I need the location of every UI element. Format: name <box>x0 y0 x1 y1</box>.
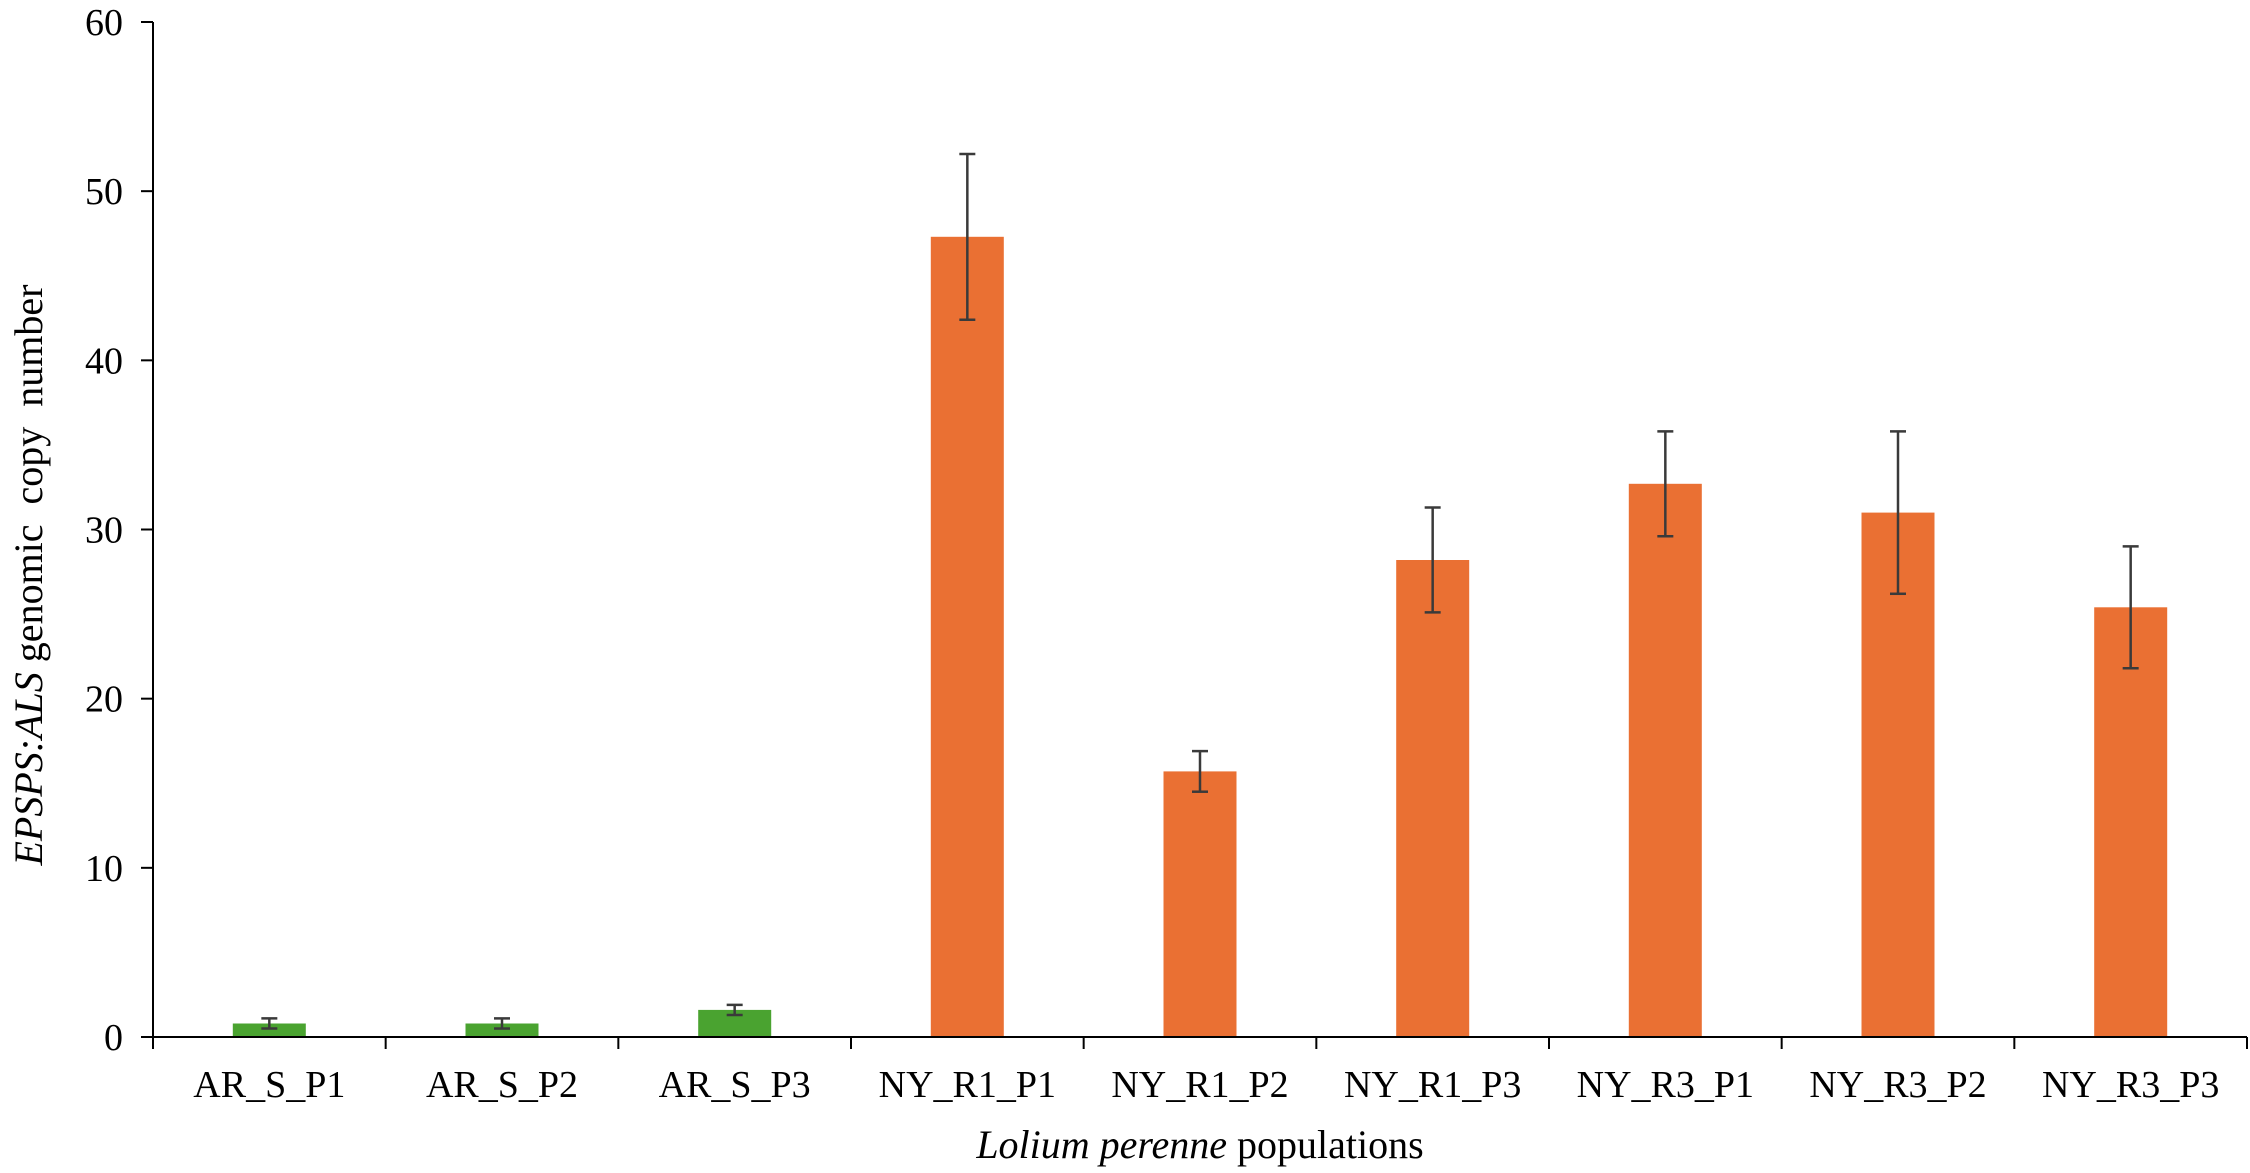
bar-NY_R3_P3 <box>2094 607 2168 1037</box>
error-bar-AR_S_P1 <box>261 1017 278 1030</box>
axis-title-part: genomic copy number <box>6 285 51 673</box>
error-bar-AR_S_P2 <box>494 1017 510 1030</box>
axis-title-italic-part: EPSPS:ALS <box>6 672 51 866</box>
bar-NY_R1_P3 <box>1396 560 1470 1037</box>
x-tick-label-NY_R3_P2: NY_R3_P2 <box>1809 1064 1986 1106</box>
y-tick-label-30: 30 <box>85 510 123 552</box>
error-bar-AR_S_P3 <box>726 1003 743 1017</box>
y-tick-label-10: 10 <box>85 848 123 890</box>
error-bar-NY_R1_P2 <box>1192 749 1208 793</box>
y-tick-label-50: 50 <box>85 171 123 213</box>
y-tick-label-40: 40 <box>85 340 123 382</box>
bar-AR_S_P1 <box>232 1023 306 1037</box>
x-tick-label-NY_R3_P3: NY_R3_P3 <box>2042 1064 2219 1106</box>
axis-title-italic-part: Lolium perenne <box>975 1122 1227 1167</box>
error-bar-NY_R3_P3 <box>2122 545 2139 670</box>
error-bar-NY_R1_P1 <box>959 152 976 321</box>
bar-NY_R1_P1 <box>930 236 1004 1038</box>
x-tick-label-NY_R1_P3: NY_R1_P3 <box>1344 1064 1521 1106</box>
y-tick-label-60: 60 <box>85 2 123 44</box>
x-tick-label-NY_R3_P1: NY_R3_P1 <box>1577 1064 1754 1106</box>
y-tick-label-20: 20 <box>85 679 123 721</box>
bars <box>232 236 2168 1038</box>
x-tick-label-AR_S_P3: AR_S_P3 <box>659 1064 811 1106</box>
x-tick-label-NY_R1_P2: NY_R1_P2 <box>1111 1064 1288 1106</box>
y-axis-title: EPSPS:ALS genomic copy number <box>6 285 51 867</box>
y-ticks: 0 10 20 30 40 50 60 <box>85 2 153 1059</box>
bar-NY_R1_P2 <box>1163 771 1237 1037</box>
error-bars <box>261 152 2139 1030</box>
x-tick-label-NY_R1_P1: NY_R1_P1 <box>879 1064 1056 1106</box>
axis-title-part: populations <box>1227 1122 1424 1167</box>
bar-NY_R3_P2 <box>1861 512 1935 1037</box>
bar-AR_S_P2 <box>465 1023 539 1037</box>
bar-NY_R3_P1 <box>1628 483 1702 1037</box>
x-axis-title: Lolium perenne populations <box>975 1122 1423 1167</box>
x-tick-label-AR_S_P1: AR_S_P1 <box>193 1064 345 1106</box>
y-tick-label-0: 0 <box>104 1017 123 1059</box>
error-bar-NY_R3_P1 <box>1657 430 1674 538</box>
error-bar-NY_R1_P3 <box>1424 506 1441 614</box>
error-bar-NY_R3_P2 <box>1890 430 1906 596</box>
x-ticks: AR_S_P1 AR_S_P2 AR_S_P3 NY_R1_P1 NY_R1_P2 NY_… <box>152 1037 2248 1106</box>
x-tick-label-AR_S_P2: AR_S_P2 <box>426 1064 578 1106</box>
